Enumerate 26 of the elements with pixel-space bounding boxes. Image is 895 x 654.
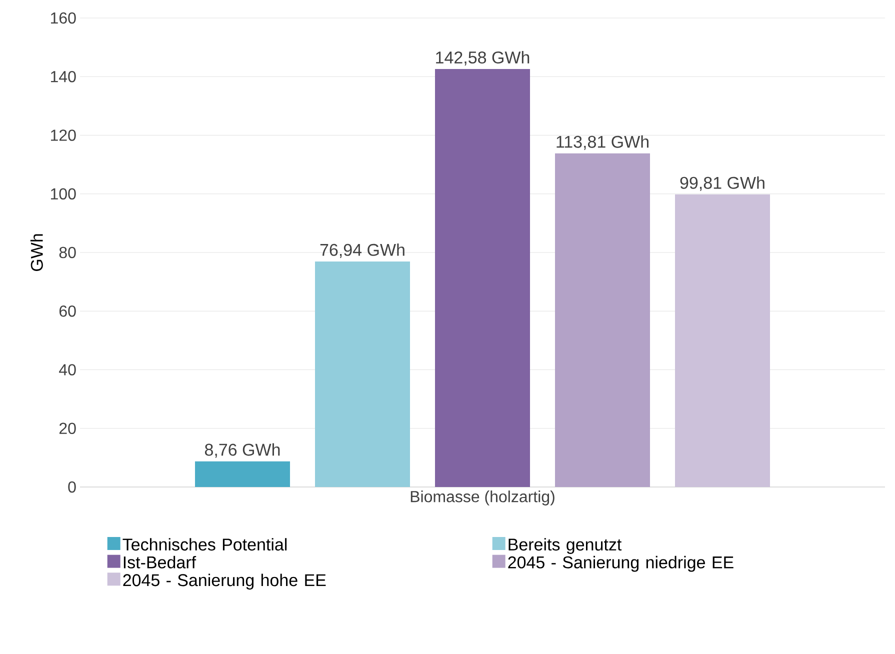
bar <box>435 69 530 487</box>
data-label: 142,58 GWh <box>436 51 530 66</box>
y-tick-label: 40 <box>59 364 76 376</box>
y-tick-label: 120 <box>50 130 76 141</box>
legend-label: 2045 - Sanierung hohe EE <box>123 574 326 590</box>
data-label: 8,76 GWh <box>204 443 280 458</box>
y-axis-title: GWh <box>30 234 43 271</box>
legend-label: 2045 - Sanierung niedrige EE <box>508 556 734 572</box>
bar <box>195 461 290 487</box>
legend-label: Ist-Bedarf <box>124 556 196 568</box>
x-tick-label: Biomasse (holzartig) <box>410 490 554 506</box>
y-tick-label: 160 <box>50 12 76 24</box>
data-label: 76,94 GWh <box>320 243 404 258</box>
data-label: 113,81 GWh <box>556 135 648 150</box>
bar <box>315 261 410 487</box>
y-tick-label: 60 <box>59 305 76 317</box>
y-tick-label: 140 <box>50 70 76 82</box>
data-label: 99,81 GWh <box>680 176 764 191</box>
bar <box>675 194 770 487</box>
legend-label: Technisches Potential <box>122 538 287 551</box>
legend-label: Bereits genutzt <box>508 538 622 554</box>
y-tick-label: 20 <box>59 422 76 434</box>
bar <box>555 153 650 487</box>
y-tick-label: 80 <box>59 246 76 258</box>
y-tick-label: 0 <box>68 481 76 493</box>
y-tick-label: 100 <box>50 188 76 200</box>
